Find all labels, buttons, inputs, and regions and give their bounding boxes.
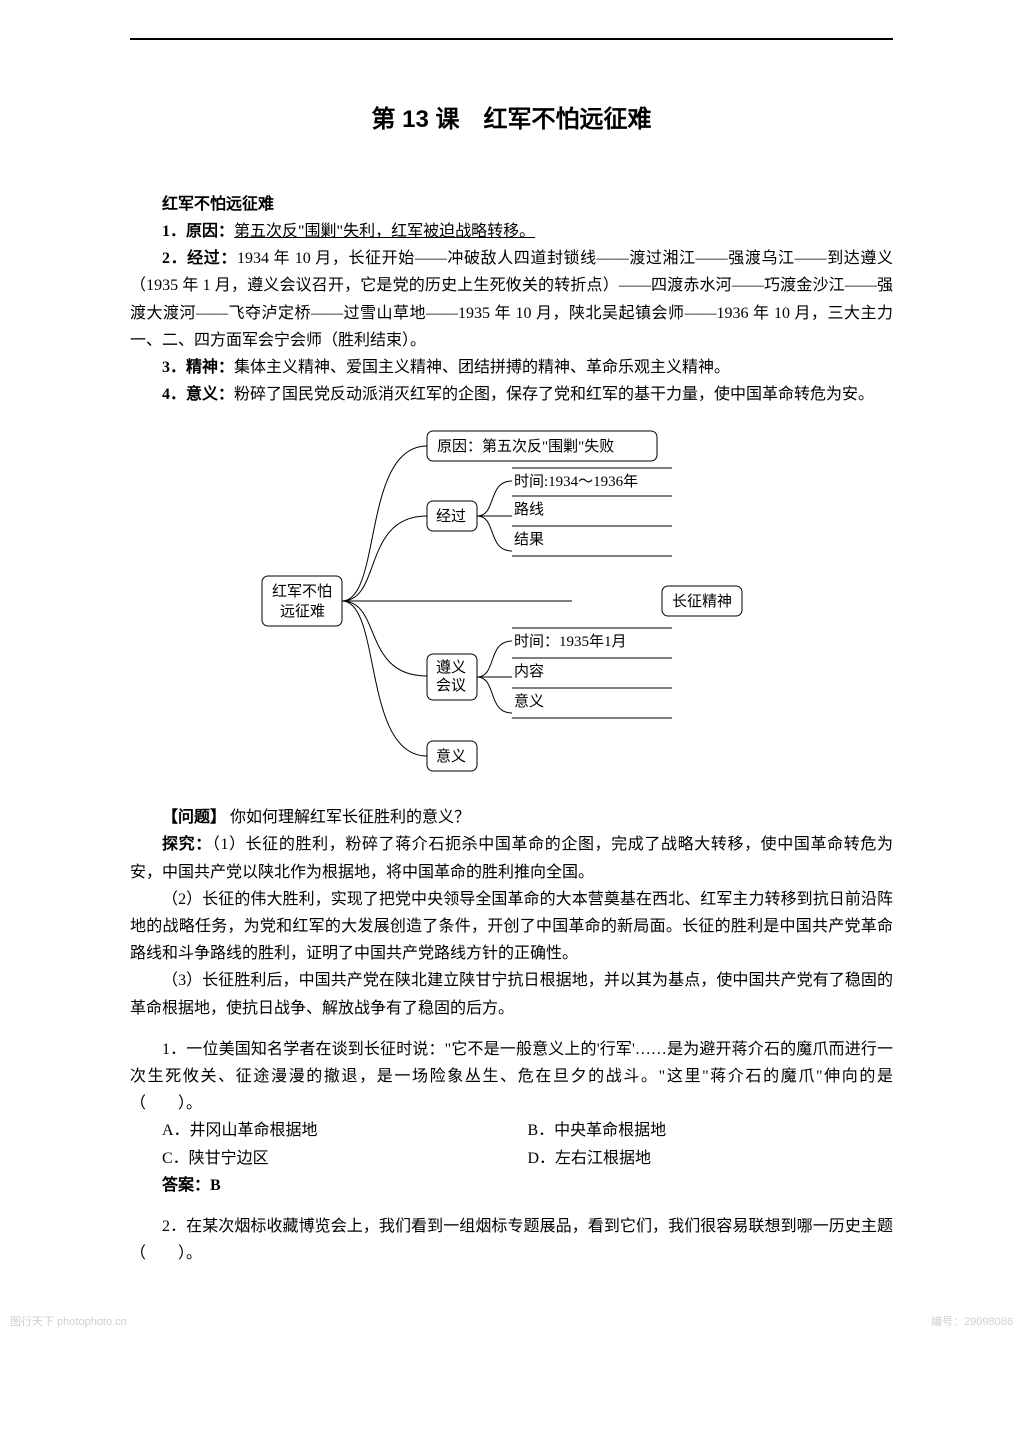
diag-zunyi-c0: 时间：1935年1月 (514, 633, 627, 650)
lesson-title: 第 13 课 红军不怕远征难 (130, 100, 893, 141)
diag-cause: 原因：第五次反"围剿"失败 (437, 437, 614, 455)
question-text: 你如何理解红军长征胜利的意义？ (230, 809, 470, 826)
q1-answer-label: 答案： (162, 1177, 210, 1194)
diag-process-c1: 路线 (514, 501, 544, 518)
question-label: 【问题】 (162, 809, 226, 826)
label-spirit: 3．精神： (162, 359, 234, 376)
diagram-svg: 红军不怕 远征难 原因：第五次反"围剿"失败 经过 时间:1934～1936年 … (252, 426, 772, 786)
question-2: 2．在某次烟标收藏博览会上，我们看到一组烟标专题展品，看到它们，我们很容易联想到… (130, 1213, 893, 1267)
top-rule (130, 38, 893, 40)
q1-option-b: B．中央革命根据地 (528, 1117, 894, 1144)
q1-answer-value: B (210, 1177, 221, 1194)
text-spirit: 集体主义精神、爱国主义精神、团结拼搏的精神、革命乐观主义精神。 (234, 359, 730, 376)
q1-option-d: D．左右江根据地 (528, 1145, 894, 1172)
label-meaning: 4．意义： (162, 386, 234, 403)
q1-option-a: A．井冈山革命根据地 (162, 1117, 528, 1144)
watermark-left: 图行天下 photophoto.cn (10, 1313, 127, 1332)
q1-answer: 答案：B (130, 1172, 893, 1199)
diag-meaning: 意义 (436, 747, 466, 765)
paragraph-cause: 1．原因：第五次反"围剿"失利，红军被迫战略转移。 (130, 218, 893, 245)
concept-diagram: 红军不怕 远征难 原因：第五次反"围剿"失败 经过 时间:1934～1936年 … (130, 426, 893, 786)
document-page: 第 13 课 红军不怕远征难 红军不怕远征难 1．原因：第五次反"围剿"失利，红… (0, 0, 1023, 1307)
question-1: 1．一位美国知名学者在谈到长征时说："它不是一般意义上的'行军'……是为避开蒋介… (130, 1036, 893, 1199)
diag-spirit: 长征精神 (672, 593, 732, 610)
explore-2: （2）长征的伟大胜利，实现了把党中央领导全国革命的大本营奠基在西北、红军主力转移… (130, 886, 893, 968)
text-cause: 第五次反"围剿"失利，红军被迫战略转移。 (234, 223, 535, 240)
diag-root-l2: 远征难 (280, 603, 325, 620)
diag-zunyi-l2: 会议 (436, 677, 466, 694)
q1-options: A．井冈山革命根据地 B．中央革命根据地 C．陕甘宁边区 D．左右江根据地 (130, 1117, 893, 1171)
label-process: 2．经过： (162, 250, 237, 267)
q2-stem: 2．在某次烟标收藏博览会上，我们看到一组烟标专题展品，看到它们，我们很容易联想到… (130, 1213, 893, 1267)
explore-1: 探究：（1）长征的胜利，粉碎了蒋介石扼杀中国革命的企图，完成了战略大转移，使中国… (130, 831, 893, 885)
q1-option-c: C．陕甘宁边区 (162, 1145, 528, 1172)
explore-1-text: （1）长征的胜利，粉碎了蒋介石扼杀中国革命的企图，完成了战略大转移，使中国革命转… (130, 836, 893, 880)
watermark-bar: 图行天下 photophoto.cn 编号：29098086 (0, 1307, 1023, 1338)
label-cause: 1．原因： (162, 223, 234, 240)
paragraph-meaning: 4．意义：粉碎了国民党反动派消灭红军的企图，保存了党和红军的基干力量，使中国革命… (130, 381, 893, 408)
paragraph-spirit: 3．精神：集体主义精神、爱国主义精神、团结拼搏的精神、革命乐观主义精神。 (130, 354, 893, 381)
diag-zunyi-c1: 内容 (514, 663, 544, 680)
question-line: 【问题】 你如何理解红军长征胜利的意义？ (130, 804, 893, 831)
diag-root-l1: 红军不怕 (272, 583, 332, 600)
diag-process-c2: 结果 (514, 531, 544, 548)
text-meaning: 粉碎了国民党反动派消灭红军的企图，保存了党和红军的基干力量，使中国革命转危为安。 (234, 386, 874, 403)
text-process: 1934 年 10 月，长征开始——冲破敌人四道封锁线——渡过湘江——强渡乌江—… (130, 250, 893, 349)
paragraph-process: 2．经过：1934 年 10 月，长征开始——冲破敌人四道封锁线——渡过湘江——… (130, 245, 893, 354)
diag-zunyi-l1: 遵义 (436, 658, 466, 676)
explore-label: 探究： (162, 836, 212, 853)
watermark-right: 编号：29098086 (931, 1313, 1013, 1332)
diag-process: 经过 (436, 508, 466, 525)
diag-process-c0: 时间:1934～1936年 (514, 473, 638, 490)
q1-stem: 1．一位美国知名学者在谈到长征时说："它不是一般意义上的'行军'……是为避开蒋介… (130, 1036, 893, 1118)
explore-3: （3）长征胜利后，中国共产党在陕北建立陕甘宁抗日根据地，并以其为基点，使中国共产… (130, 967, 893, 1021)
diag-zunyi-c2: 意义 (514, 692, 544, 710)
section-heading: 红军不怕远征难 (130, 191, 893, 218)
